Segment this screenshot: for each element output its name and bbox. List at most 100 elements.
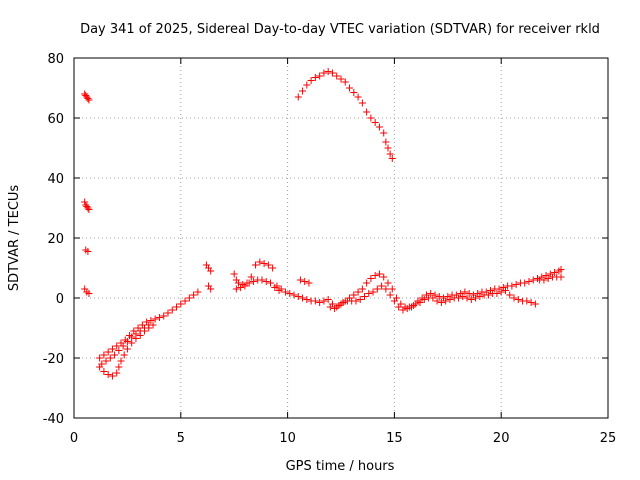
series-morning-low bbox=[96, 321, 157, 380]
series-midday-band bbox=[230, 258, 565, 311]
data-point bbox=[446, 296, 454, 303]
y-tick-label: -20 bbox=[43, 352, 64, 367]
data-point bbox=[380, 273, 388, 281]
data-point bbox=[346, 84, 354, 92]
data-point bbox=[290, 291, 298, 299]
data-point bbox=[412, 300, 420, 308]
data-point bbox=[437, 299, 445, 306]
data-point bbox=[299, 294, 307, 302]
data-point bbox=[207, 267, 215, 275]
data-point bbox=[463, 294, 471, 302]
data-point bbox=[247, 273, 255, 281]
data-point bbox=[461, 288, 469, 296]
series-midday-lower bbox=[232, 273, 565, 314]
data-point bbox=[339, 299, 347, 306]
data-point bbox=[506, 291, 514, 299]
data-point bbox=[123, 345, 131, 353]
data-point bbox=[365, 290, 373, 297]
data-point bbox=[540, 276, 548, 284]
data-point bbox=[185, 294, 193, 302]
data-point bbox=[363, 279, 371, 287]
data-point bbox=[85, 290, 93, 297]
data-point bbox=[108, 345, 116, 353]
data-point bbox=[388, 155, 396, 162]
data-point bbox=[207, 285, 215, 293]
data-point bbox=[358, 285, 366, 293]
data-point bbox=[264, 261, 272, 269]
data-point bbox=[98, 360, 106, 368]
data-point bbox=[316, 299, 324, 306]
data-point bbox=[352, 297, 360, 305]
data-point bbox=[395, 303, 403, 311]
data-point bbox=[164, 309, 172, 317]
data-point bbox=[320, 69, 328, 77]
data-point bbox=[328, 69, 336, 77]
data-point bbox=[350, 89, 358, 96]
data-point bbox=[459, 293, 467, 300]
data-point bbox=[557, 266, 565, 273]
data-point bbox=[360, 293, 368, 300]
data-point bbox=[84, 204, 92, 212]
data-point bbox=[388, 285, 396, 293]
data-point bbox=[234, 279, 242, 287]
data-point bbox=[128, 333, 136, 341]
data-point bbox=[380, 129, 388, 137]
series-peak-high bbox=[294, 68, 396, 162]
data-point bbox=[299, 87, 307, 95]
data-point bbox=[420, 296, 428, 303]
data-point bbox=[433, 297, 441, 305]
data-point bbox=[260, 260, 268, 267]
data-point bbox=[303, 81, 311, 89]
data-point bbox=[237, 284, 245, 291]
data-point bbox=[307, 77, 315, 84]
data-point bbox=[147, 317, 155, 324]
data-point bbox=[333, 72, 341, 80]
data-point bbox=[465, 290, 473, 297]
x-tick-label: 0 bbox=[70, 431, 78, 446]
data-point bbox=[442, 297, 450, 305]
y-axis-label: SDTVAR / TECUs bbox=[7, 185, 22, 292]
y-tick-label: 0 bbox=[56, 292, 64, 307]
data-point bbox=[117, 357, 125, 365]
data-point bbox=[369, 288, 377, 296]
data-point bbox=[341, 78, 349, 86]
data-point bbox=[100, 368, 108, 375]
data-point bbox=[281, 288, 289, 296]
data-point bbox=[85, 206, 93, 213]
data-point bbox=[324, 68, 332, 75]
data-point bbox=[104, 348, 112, 356]
data-point bbox=[113, 342, 121, 350]
data-points bbox=[81, 68, 565, 380]
data-point bbox=[241, 282, 249, 290]
data-point bbox=[115, 363, 123, 371]
y-tick-label: -40 bbox=[43, 412, 64, 427]
data-point bbox=[181, 297, 189, 305]
data-point bbox=[311, 74, 319, 81]
data-point bbox=[140, 324, 148, 332]
data-point bbox=[301, 278, 309, 285]
data-point bbox=[81, 198, 89, 206]
series-early-16 bbox=[82, 246, 92, 255]
y-tick-label: 40 bbox=[47, 172, 64, 187]
data-point bbox=[403, 305, 411, 312]
data-point bbox=[275, 287, 283, 294]
data-point bbox=[84, 248, 92, 255]
data-point bbox=[258, 276, 266, 284]
data-point bbox=[316, 72, 324, 80]
axis-ticks: 0 5 10 15 20 25 -40 -20 0 20 40 60 80 bbox=[43, 52, 617, 446]
data-point bbox=[286, 290, 294, 297]
data-point bbox=[123, 338, 131, 345]
x-tick-label: 5 bbox=[177, 431, 185, 446]
data-point bbox=[350, 291, 358, 299]
data-point bbox=[102, 357, 110, 365]
data-point bbox=[326, 303, 334, 311]
data-point bbox=[508, 282, 516, 290]
data-point bbox=[173, 303, 181, 311]
data-point bbox=[296, 276, 304, 284]
data-point bbox=[373, 285, 381, 293]
data-point bbox=[311, 297, 319, 305]
data-point bbox=[151, 315, 159, 323]
series-six-hour bbox=[202, 261, 215, 293]
data-point bbox=[303, 296, 311, 303]
